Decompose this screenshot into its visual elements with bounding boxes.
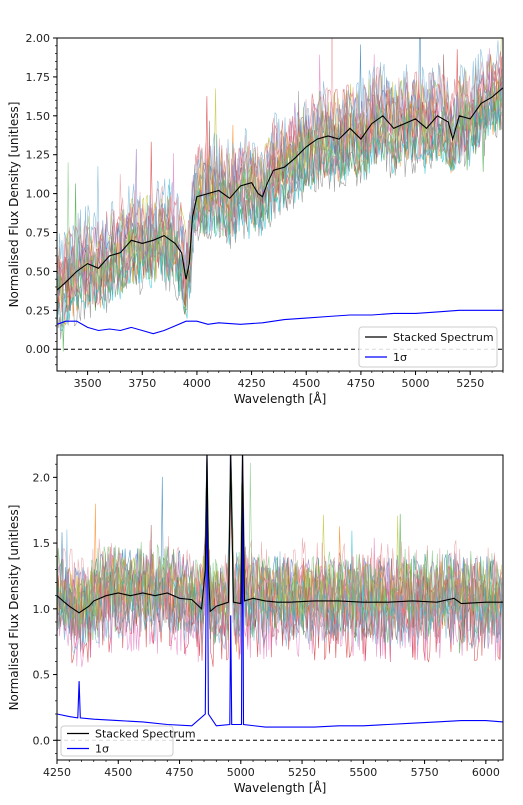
- individual-spectrum: [57, 40, 503, 287]
- y-tick-label: 0.5: [33, 669, 51, 682]
- x-tick-label: 4750: [347, 377, 375, 390]
- individual-spectrum: [57, 79, 503, 305]
- legend-label-sigma: 1σ: [393, 351, 407, 364]
- x-tick-label: 5000: [402, 377, 430, 390]
- x-tick-label: 4500: [104, 766, 132, 779]
- x-tick-label: 4750: [166, 766, 194, 779]
- axes-frame: [56, 454, 504, 761]
- y-tick-label: 0.75: [26, 227, 51, 240]
- sigma-line: [57, 455, 503, 728]
- x-tick-label: 3500: [74, 377, 102, 390]
- individual-spectrum: [57, 455, 503, 631]
- legend-label-stacked: Stacked Spectrum: [393, 331, 494, 344]
- x-tick-label: 5250: [456, 377, 484, 390]
- x-tick-label: 6000: [472, 766, 500, 779]
- legend-box: [358, 326, 498, 368]
- stacked-spectrum-line: [57, 455, 503, 614]
- individual-spectrum: [57, 460, 503, 645]
- y-tick-label: 0.25: [26, 304, 51, 317]
- y-tick-label: 2.00: [26, 32, 51, 45]
- legend: Stacked Spectrum 1σ: [358, 326, 498, 368]
- stacked-spectrum-line: [57, 87, 503, 291]
- x-tick-label: 5000: [227, 766, 255, 779]
- top-spectrum-panel: 3500 3750 4000 4250 4500 4750 5000 5250 0.00 0.25…: [7, 32, 504, 406]
- legend-label-sigma: 1σ: [95, 743, 109, 756]
- y-tick-label: 0.00: [26, 343, 51, 356]
- x-tick-label: 4000: [183, 377, 211, 390]
- y-axis-label: Normalised Flux Density [unitless]: [7, 102, 21, 308]
- y-axis-label: Normalised Flux Density [unitless]: [7, 505, 21, 711]
- individual-spectrum: [57, 38, 503, 302]
- x-tick-label: 4250: [43, 766, 71, 779]
- x-tick-label: 4500: [292, 377, 320, 390]
- x-tick-label: 5500: [349, 766, 377, 779]
- y-tick-label: 1.50: [26, 110, 51, 123]
- x-tick-label: 5250: [288, 766, 316, 779]
- y-tick-label: 1.0: [33, 603, 51, 616]
- individual-spectrum: [57, 48, 503, 327]
- y-tick-label: 1.25: [26, 149, 51, 162]
- x-tick-label: 4250: [238, 377, 266, 390]
- y-tick-label: 0.50: [26, 265, 51, 278]
- individual-spectrum: [57, 455, 503, 668]
- sigma-line: [57, 309, 503, 335]
- legend: Stacked Spectrum 1σ: [60, 725, 196, 757]
- plot-area: [57, 455, 503, 741]
- y-tick-label: 1.5: [33, 537, 51, 550]
- x-axis-label: Wavelength [Å]: [234, 391, 327, 406]
- y-tick-label: 0.0: [33, 734, 51, 747]
- axes-frame: [56, 37, 504, 372]
- y-tick-label: 2.0: [33, 471, 51, 484]
- y-tick-label: 1.75: [26, 71, 51, 84]
- x-tick-label: 5750: [411, 766, 439, 779]
- plot-area: [57, 38, 503, 352]
- bottom-spectrum-panel: 4250 4500 4750 5000 5250 5500 5750 6000 0.0 0.5 1.…: [7, 454, 504, 795]
- x-tick-label: 3750: [128, 377, 156, 390]
- y-tick-label: 1.00: [26, 188, 51, 201]
- individual-spectrum: [57, 470, 503, 654]
- legend-label-stacked: Stacked Spectrum: [95, 728, 196, 741]
- individual-spectrum: [57, 88, 503, 332]
- x-axis-label: Wavelength [Å]: [234, 780, 327, 795]
